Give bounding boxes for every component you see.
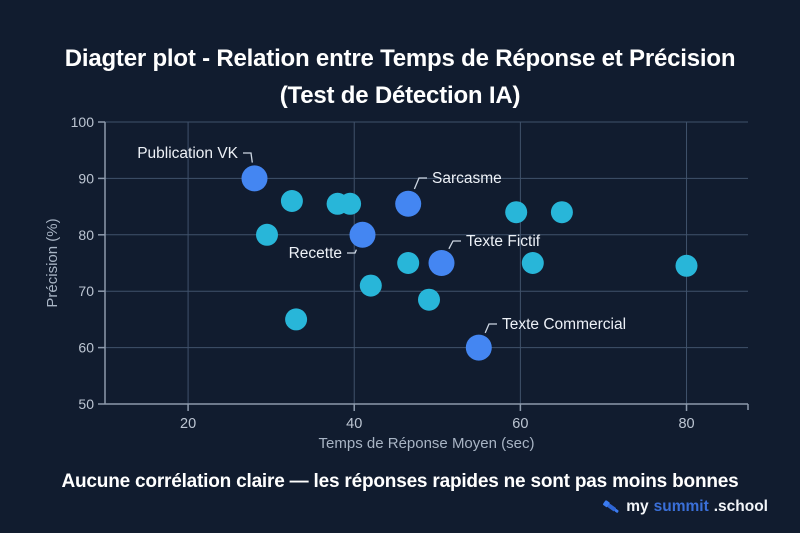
point-texte-commercial	[465, 334, 492, 361]
y-axis-title: Précision (%)	[44, 218, 61, 307]
chart-title: Diagter plot - Relation entre Temps de R…	[0, 40, 800, 114]
point-sarcasme	[395, 190, 422, 217]
annotation-label-texte-fictif: Texte Fictif	[466, 233, 541, 250]
annotation-label-sarcasme: Sarcasme	[432, 170, 502, 187]
annotation-label-recette: Recette	[289, 245, 342, 262]
point-publication-vk	[241, 165, 268, 192]
chart-title-line2: (Test de Détection IA)	[279, 82, 521, 109]
brand-my: my	[626, 498, 649, 515]
data-point	[280, 190, 303, 212]
annotation-label-publication-vk: Publication VK	[137, 145, 238, 162]
data-point	[505, 201, 528, 224]
data-point	[397, 252, 420, 274]
y-tick-label-100: 100	[71, 114, 95, 130]
x-tick-label-80: 80	[678, 416, 694, 432]
x-tick-label-40: 40	[346, 416, 362, 432]
data-point	[285, 308, 308, 331]
y-tick-label-50: 50	[78, 396, 94, 412]
annotation-connector-publication-vk	[243, 152, 253, 163]
x-tick-label-20: 20	[180, 416, 196, 432]
data-point	[418, 288, 440, 311]
y-tick-label-90: 90	[78, 170, 94, 186]
brand-summit: summit	[653, 498, 709, 515]
x-tick-label-60: 60	[512, 416, 528, 432]
point-recette	[349, 221, 376, 248]
telescope-icon	[603, 500, 619, 513]
annotation-label-texte-commercial: Texte Commercial	[502, 316, 626, 333]
data-point	[675, 254, 698, 277]
data-point	[256, 223, 278, 246]
data-point	[550, 201, 573, 224]
annotation-connector-texte-fictif	[448, 240, 461, 250]
brand-logo: my summit .school	[601, 497, 768, 517]
y-tick-label-60: 60	[78, 340, 94, 356]
conclusion-note: Aucune corrélation claire — les réponses…	[61, 471, 739, 492]
annotation-connector-recette	[347, 249, 358, 254]
y-tick-label-80: 80	[78, 227, 94, 243]
y-tick-label-70: 70	[78, 283, 94, 299]
chart-title-line1: Diagter plot - Relation entre Temps de R…	[64, 45, 736, 72]
brand-school: .school	[713, 498, 768, 515]
annotation-connector-sarcasme	[413, 177, 427, 190]
data-point	[339, 192, 362, 215]
x-axis-title: Temps de Réponse Moyen (sec)	[319, 435, 535, 452]
point-texte-fictif	[428, 250, 455, 276]
annotation-connector-texte-commercial	[484, 323, 497, 334]
data-point	[359, 274, 382, 297]
data-point	[521, 252, 544, 274]
